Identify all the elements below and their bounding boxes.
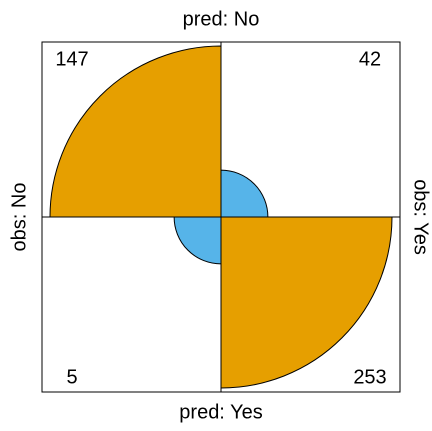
plot-area [49, 45, 393, 389]
quadrant-sector [220, 169, 269, 218]
cell-count: 147 [55, 48, 88, 70]
quadrant-sector [49, 45, 222, 218]
cell-count: 42 [359, 48, 381, 70]
cell-count: 253 [353, 366, 386, 388]
left-label: obs: No [8, 183, 30, 252]
cell-count: 5 [66, 366, 77, 388]
right-label: obs: Yes [410, 179, 432, 255]
quadrant-sector [220, 216, 393, 389]
bottom-label: pred: Yes [179, 401, 262, 423]
top-label: pred: No [183, 8, 260, 30]
quadrant-sector [173, 216, 222, 265]
